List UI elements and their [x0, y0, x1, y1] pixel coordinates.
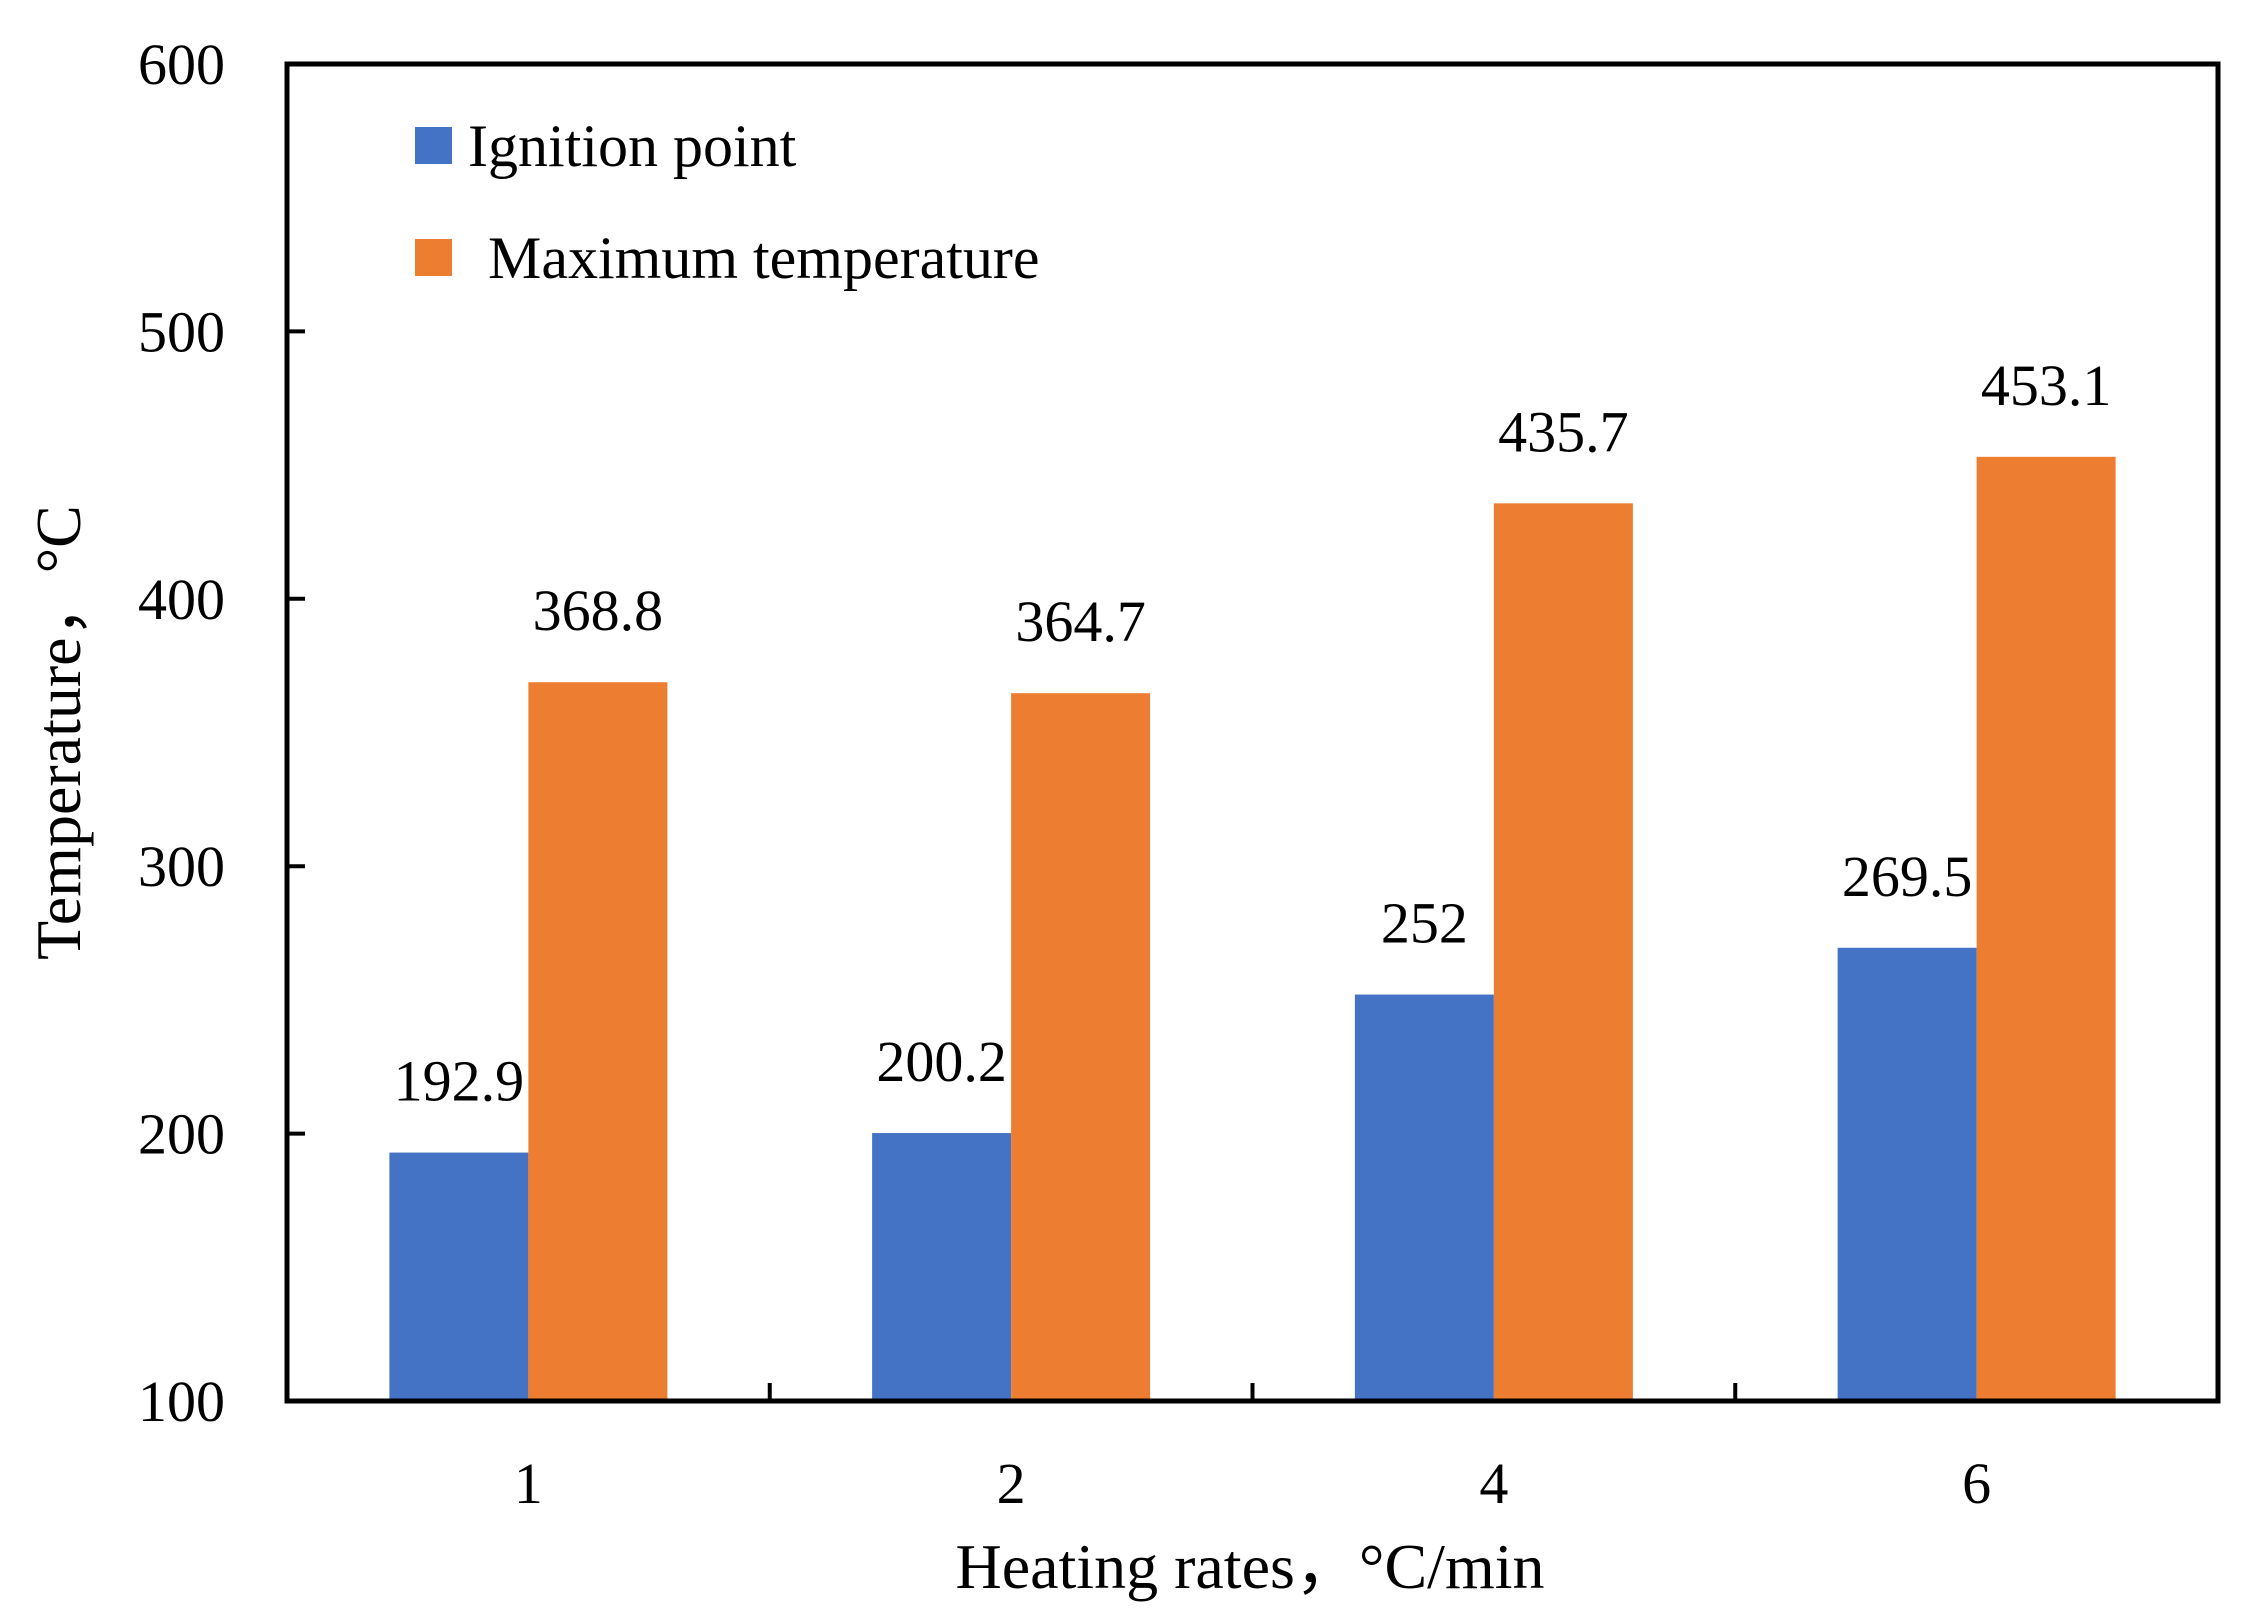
bar-ignition-4 [1354, 994, 1494, 1401]
y-tick-label: 400 [138, 567, 225, 632]
data-label: 364.7 [1015, 589, 1146, 654]
bar-max-temp-2 [1011, 693, 1151, 1401]
bar-max-temp-4 [1493, 503, 1633, 1401]
bar-max-temp-1 [528, 682, 668, 1401]
y-tick-label: 500 [138, 299, 225, 364]
y-tick-label: 600 [138, 32, 225, 97]
data-label: 435.7 [1498, 399, 1629, 464]
legend: Ignition point Maximum temperature [415, 113, 1039, 291]
y-axis: 100 200 300 400 500 600 [138, 32, 305, 1434]
legend-swatch [415, 239, 452, 276]
data-label: 252 [1381, 891, 1468, 956]
y-tick-label: 300 [138, 834, 225, 899]
data-label: 269.5 [1842, 844, 1973, 909]
x-axis-title: Heating rates，°C/min [955, 1531, 1544, 1602]
y-tick-label: 100 [138, 1369, 225, 1434]
bar-ignition-6 [1837, 947, 1977, 1401]
bars-group [389, 456, 2116, 1401]
data-label: 200.2 [876, 1029, 1007, 1094]
legend-label: Maximum temperature [488, 225, 1039, 291]
x-axis: 1 2 4 6 [514, 1383, 1991, 1516]
x-tick-label: 2 [997, 1451, 1026, 1516]
y-axis-title: Temperature，°C [23, 505, 94, 960]
data-label: 453.1 [1981, 353, 2112, 418]
legend-label: Ignition point [468, 113, 797, 179]
data-label: 192.9 [394, 1049, 525, 1114]
bar-ignition-1 [389, 1152, 529, 1401]
bar-max-temp-6 [1976, 456, 2116, 1401]
y-tick-label: 200 [138, 1102, 225, 1167]
x-tick-label: 4 [1479, 1451, 1508, 1516]
x-tick-label: 1 [514, 1451, 543, 1516]
data-labels-group: 192.9 200.2 252 269.5 368.8 364.7 435.7 453.1 [394, 353, 2112, 1114]
x-tick-label: 6 [1962, 1451, 1991, 1516]
data-label: 368.8 [533, 578, 664, 643]
legend-swatch [415, 127, 452, 164]
bar-ignition-2 [872, 1133, 1012, 1401]
